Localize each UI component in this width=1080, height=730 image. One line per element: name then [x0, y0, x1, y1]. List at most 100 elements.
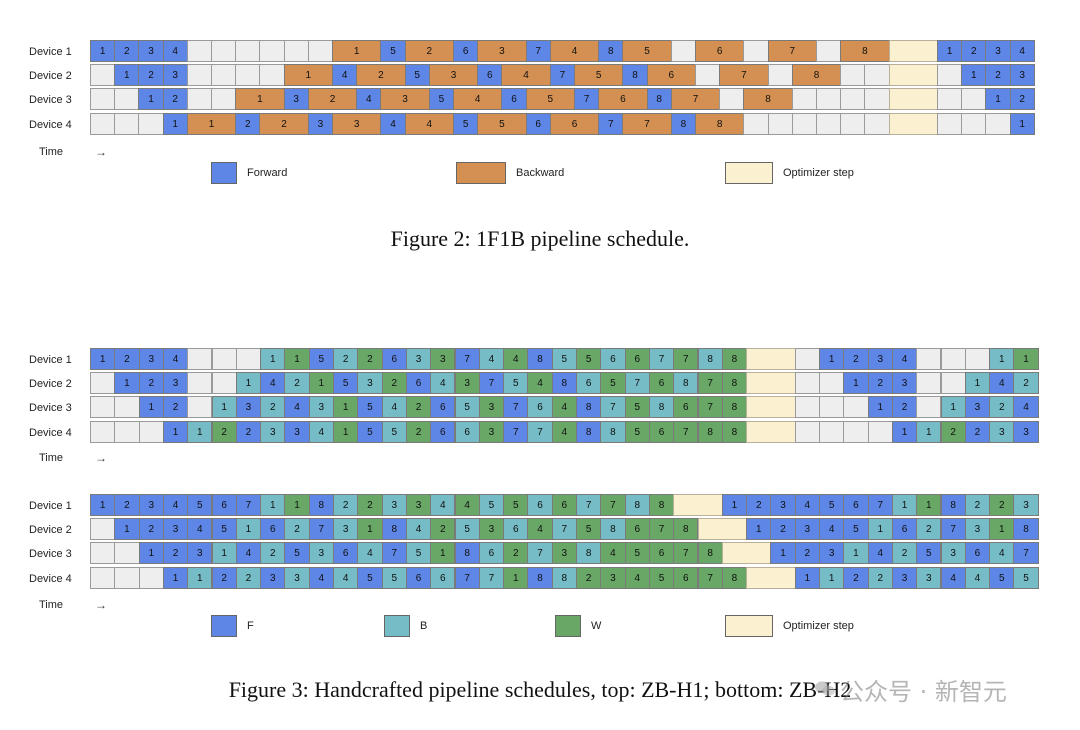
schedule-cell-backward: 3 [477, 40, 527, 62]
schedule-cell-w-pass: 4 [551, 396, 577, 419]
schedule-cell-forward: 6 [211, 494, 237, 516]
watermark: 公众号 · 新智元 [840, 678, 1007, 706]
schedule-cell-forward: 8 [454, 542, 480, 565]
schedule-cell-idle [114, 420, 140, 443]
schedule-cell-backward: 7 [767, 40, 817, 62]
schedule-cell-forward: 4 [1009, 40, 1035, 62]
schedule-cell-idle [840, 112, 866, 135]
schedule-cell-w-pass: 6 [624, 518, 650, 541]
schedule-cell-backward: 6 [646, 64, 696, 87]
schedule-cell-b-pass: 5 [1013, 566, 1039, 589]
schedule-cell-idle [259, 64, 285, 87]
device-row-label: Device 4 [29, 426, 72, 439]
schedule-cell-forward: 2 [235, 420, 262, 443]
schedule-cell-forward: 5 [843, 518, 869, 541]
device-row-label: Device 2 [29, 378, 72, 391]
schedule-cell-b-pass: 5 [454, 518, 480, 541]
schedule-cell-forward: 1 [843, 372, 869, 395]
schedule-cell-w-pass: 2 [381, 372, 407, 395]
schedule-cell-forward: 6 [430, 396, 456, 419]
legend-label-b-pass: B [420, 620, 428, 632]
schedule-cell-optimizer-step [746, 372, 796, 395]
schedule-cell-forward: 3 [891, 372, 918, 395]
schedule-cell-idle [138, 420, 164, 443]
schedule-cell-idle [743, 40, 769, 62]
schedule-cell-forward: 1 [867, 396, 893, 419]
schedule-cell-forward: 5 [428, 88, 454, 111]
schedule-cell-forward: 3 [985, 40, 1011, 62]
schedule-cell-w-pass: 4 [503, 348, 529, 370]
schedule-cell-forward: 7 [1013, 542, 1039, 565]
schedule-cell-w-pass: 5 [624, 420, 650, 443]
schedule-cell-forward: 2 [138, 64, 164, 87]
schedule-cell-backward: 1 [283, 64, 333, 87]
schedule-cell-w-pass: 8 [697, 420, 723, 443]
schedule-cell-forward: 2 [138, 372, 164, 395]
schedule-cell-w-pass: 7 [673, 542, 699, 565]
schedule-cell-idle [864, 64, 890, 87]
schedule-cell-forward: 2 [891, 396, 918, 419]
schedule-cell-w-pass: 4 [527, 372, 553, 395]
schedule-cell-b-pass: 8 [697, 348, 723, 370]
schedule-cell-w-pass: 6 [624, 348, 650, 370]
schedule-cell-w-pass: 1 [430, 542, 456, 565]
schedule-cell-forward: 2 [867, 372, 893, 395]
schedule-cell-forward: 7 [503, 420, 529, 443]
schedule-cell-forward: 2 [162, 88, 188, 111]
schedule-cell-forward: 6 [891, 518, 918, 541]
schedule-cell-b-pass: 2 [891, 542, 918, 565]
schedule-cell-forward: 3 [770, 494, 796, 516]
schedule-cell-b-pass: 8 [551, 566, 577, 589]
schedule-cell-b-pass: 4 [405, 518, 432, 541]
schedule-cell-forward: 3 [138, 348, 164, 370]
schedule-cell-backward: 1 [235, 88, 285, 111]
schedule-cell-w-pass: 2 [503, 542, 529, 565]
schedule-cell-w-pass: 5 [576, 348, 602, 370]
schedule-cell-b-pass: 8 [648, 396, 675, 419]
schedule-cell-w-pass: 1 [916, 494, 942, 516]
schedule-cell-b-pass: 3 [1013, 494, 1039, 516]
schedule-cell-b-pass: 2 [284, 518, 310, 541]
schedule-cell-forward: 1 [770, 542, 796, 565]
schedule-cell-backward: 7 [670, 88, 721, 111]
schedule-cell-idle [90, 372, 116, 395]
schedule-cell-forward: 8 [1013, 518, 1039, 541]
figure-2-caption: Figure 2: 1F1B pipeline schedule. [390, 226, 690, 251]
time-arrow-icon: → [95, 451, 107, 465]
schedule-cell-idle [816, 40, 842, 62]
schedule-cell-optimizer-step [888, 112, 938, 135]
schedule-cell-b-pass: 4 [478, 348, 505, 370]
schedule-cell-b-pass: 2 [260, 542, 286, 565]
schedule-cell-w-pass: 4 [624, 566, 650, 589]
schedule-cell-idle [211, 88, 237, 111]
schedule-cell-w-pass: 1 [357, 518, 383, 541]
schedule-cell-forward: 4 [819, 518, 845, 541]
schedule-cell-w-pass: 2 [576, 566, 602, 589]
schedule-cell-w-pass: 7 [673, 420, 699, 443]
schedule-cell-forward: 6 [260, 518, 286, 541]
schedule-cell-w-pass: 3 [454, 372, 480, 395]
schedule-cell-backward: 6 [598, 88, 648, 111]
schedule-cell-idle [211, 348, 237, 370]
schedule-cell-backward: 6 [549, 112, 600, 135]
schedule-cell-forward: 1 [138, 396, 164, 419]
schedule-cell-b-pass: 6 [576, 372, 602, 395]
schedule-cell-forward: 2 [843, 566, 869, 589]
schedule-cell-idle [937, 88, 963, 111]
schedule-cell-w-pass: 7 [648, 518, 675, 541]
schedule-cell-w-pass: 3 [478, 396, 505, 419]
schedule-cell-forward: 1 [985, 88, 1011, 111]
schedule-cell-idle [211, 40, 237, 62]
schedule-cell-b-pass: 5 [381, 420, 407, 443]
schedule-cell-b-pass: 3 [405, 348, 432, 370]
time-axis-label: Time [39, 599, 64, 611]
schedule-cell-w-pass: 6 [673, 396, 699, 419]
schedule-cell-forward: 1 [162, 420, 189, 443]
schedule-cell-forward: 1 [961, 64, 987, 87]
schedule-cell-forward: 2 [162, 542, 189, 565]
schedule-cell-b-pass: 6 [600, 348, 626, 370]
schedule-cell-forward: 1 [138, 542, 164, 565]
schedule-cell-forward: 3 [1013, 420, 1039, 443]
schedule-cell-b-pass: 1 [940, 396, 966, 419]
schedule-cell-idle [307, 40, 333, 62]
